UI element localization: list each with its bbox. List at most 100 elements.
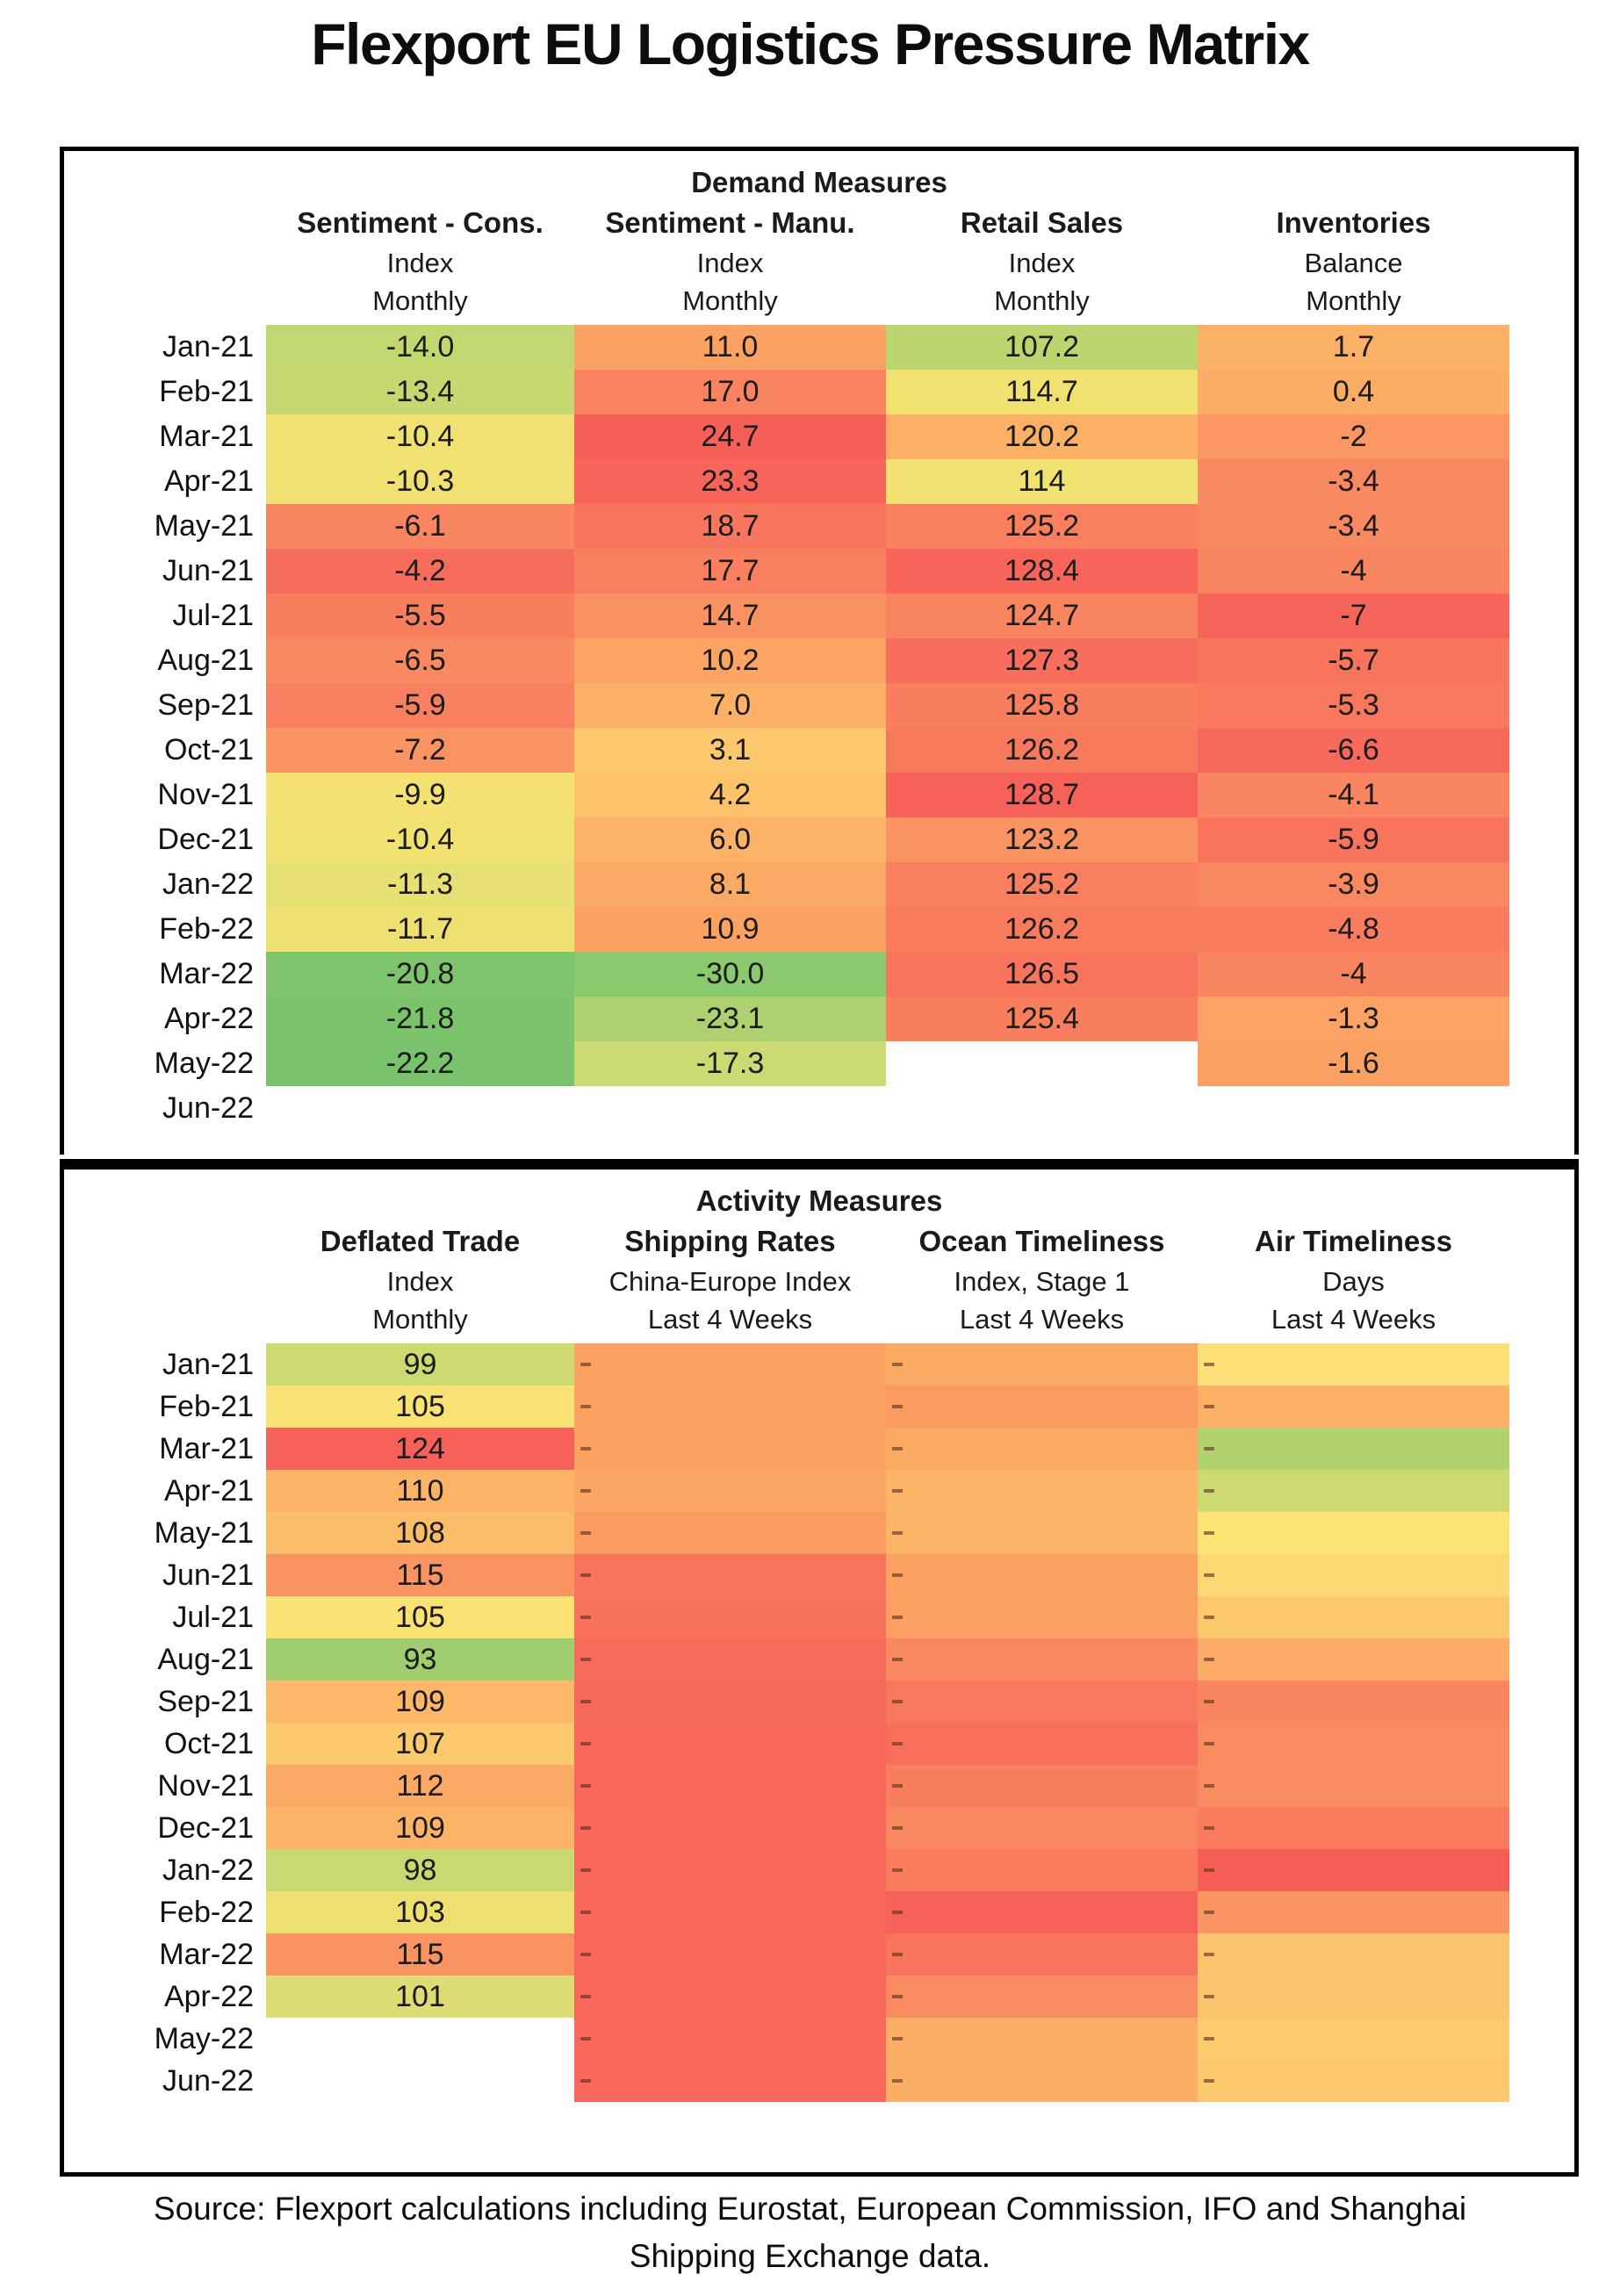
heatmap-cell	[1198, 1343, 1509, 1386]
subheader-unit: Index	[696, 248, 764, 278]
heatmap-cell: 107	[266, 1723, 574, 1765]
heatmap-cell	[1198, 1512, 1509, 1554]
micro-label-mark	[1204, 1742, 1214, 1745]
subheader-unit: Days	[1322, 1266, 1385, 1297]
heatmap-cell: 10.9	[574, 907, 886, 952]
heatmap-cell: -4	[1198, 549, 1509, 594]
heatmap-cell	[886, 1343, 1198, 1386]
heatmap-cell: -17.3	[574, 1041, 886, 1086]
heatmap-cell: 126.5	[886, 952, 1198, 997]
heatmap-cell	[1198, 1807, 1509, 1849]
heatmap-cell: -13.4	[266, 370, 574, 414]
micro-label-mark	[892, 1447, 903, 1450]
source-line-2: Shipping Exchange data.	[629, 2238, 991, 2274]
table-row: Jan-21 99	[64, 1343, 1574, 1386]
heatmap-cell	[886, 1849, 1198, 1891]
table-row: Jun-22	[64, 1086, 1574, 1131]
heatmap-cell: -5.3	[1198, 683, 1509, 728]
micro-label-mark	[1204, 2037, 1214, 2040]
heatmap-cell: 103	[266, 1891, 574, 1933]
table-row: Mar-21 124	[64, 1428, 1574, 1470]
heatmap-cell: 110	[266, 1470, 574, 1512]
table-row: Jun-22	[64, 2060, 1574, 2102]
micro-label-mark	[580, 1489, 591, 1493]
col-header-deflated-trade: Deflated Trade	[320, 1225, 521, 1257]
heatmap-cell	[886, 1086, 1198, 1131]
heatmap-cell: 115	[266, 1933, 574, 1976]
table-row: May-21 108	[64, 1512, 1574, 1554]
heatmap-cell	[574, 1638, 886, 1681]
heatmap-cell: 126.2	[886, 907, 1198, 952]
row-label-month: Jan-21	[162, 1347, 254, 1381]
subheader-unit: Index	[386, 1266, 454, 1297]
heatmap-cell	[1198, 1554, 1509, 1596]
row-label-month: Feb-21	[159, 1389, 254, 1423]
heatmap-cell: -4.8	[1198, 907, 1509, 952]
table-row: Apr-21 110	[64, 1470, 1574, 1512]
subheader-unit: China-Europe Index	[608, 1266, 852, 1297]
heatmap-cell: 128.4	[886, 549, 1198, 594]
micro-label-mark	[580, 1573, 591, 1577]
table-row: May-21 -6.1 18.7 125.2 -3.4	[64, 504, 1574, 549]
heatmap-cell	[1198, 2060, 1509, 2102]
heatmap-cell: 101	[266, 1976, 574, 2018]
subheader-frequency: Last 4 Weeks	[1271, 1304, 1436, 1335]
subheader-unit: Index	[386, 248, 454, 278]
heatmap-cell: 124	[266, 1428, 574, 1470]
row-label-month: Apr-22	[163, 1002, 254, 1035]
micro-label-mark	[1204, 1363, 1214, 1366]
micro-label-mark	[892, 1363, 903, 1366]
row-label-month: Jun-21	[162, 554, 254, 587]
activity-subheader-frequency: Monthly Last 4 Weeks Last 4 Weeks Last 4…	[64, 1301, 1574, 1343]
demand-subheader-frequency: Monthly Monthly Monthly Monthly	[64, 283, 1574, 325]
heatmap-cell	[574, 1596, 886, 1638]
micro-label-mark	[1204, 1573, 1214, 1577]
heatmap-cell: -14.0	[266, 325, 574, 370]
subheader-frequency: Monthly	[994, 285, 1090, 316]
heatmap-cell: 128.7	[886, 773, 1198, 817]
row-label-month: May-21	[154, 509, 254, 543]
table-row: Sep-21 -5.9 7.0 125.8 -5.3	[64, 683, 1574, 728]
heatmap-cell	[574, 1386, 886, 1428]
table-row: Jan-21 -14.0 11.0 107.2 1.7	[64, 325, 1574, 370]
col-header-retail-sales: Retail Sales	[960, 206, 1124, 239]
heatmap-cell	[1198, 1765, 1509, 1807]
heatmap-cell: -3.4	[1198, 504, 1509, 549]
table-row: Mar-22 115	[64, 1933, 1574, 1976]
heatmap-cell: -6.1	[266, 504, 574, 549]
source-note: Source: Flexport calculations including …	[0, 2185, 1620, 2280]
heatmap-cell: -5.7	[1198, 638, 1509, 683]
heatmap-cell	[574, 1723, 886, 1765]
table-row: Sep-21 109	[64, 1681, 1574, 1723]
row-label-month: Nov-21	[157, 1768, 254, 1803]
row-label-month: Apr-21	[163, 464, 254, 498]
micro-label-mark	[1204, 1868, 1214, 1872]
table-row: May-22 -22.2 -17.3 -1.6	[64, 1041, 1574, 1086]
subheader-frequency: Last 4 Weeks	[959, 1304, 1125, 1335]
heatmap-cell: 109	[266, 1681, 574, 1723]
micro-label-mark	[892, 1911, 903, 1914]
table-row: Feb-21 105	[64, 1386, 1574, 1428]
row-label-month: Jun-21	[162, 1558, 254, 1592]
heatmap-cell	[1198, 1723, 1509, 1765]
micro-label-mark	[892, 2037, 903, 2040]
heatmap-cell: 124.7	[886, 594, 1198, 638]
heatmap-cell	[886, 2018, 1198, 2060]
micro-label-mark	[580, 1995, 591, 1998]
micro-label-mark	[1204, 1616, 1214, 1619]
heatmap-cell: 6.0	[574, 817, 886, 862]
heatmap-cell	[886, 1512, 1198, 1554]
micro-label-mark	[580, 1447, 591, 1450]
heatmap-cell: 23.3	[574, 459, 886, 504]
source-line-1: Source: Flexport calculations including …	[153, 2191, 1467, 2227]
heatmap-cell	[574, 1933, 886, 1976]
demand-section-title: Demand Measures	[691, 166, 947, 198]
heatmap-cell: 127.3	[886, 638, 1198, 683]
heatmap-cell: -6.6	[1198, 728, 1509, 773]
table-row: Mar-22 -20.8 -30.0 126.5 -4	[64, 952, 1574, 997]
heatmap-cell	[574, 1891, 886, 1933]
table-row: Mar-21 -10.4 24.7 120.2 -2	[64, 414, 1574, 459]
heatmap-cell: -5.9	[1198, 817, 1509, 862]
micro-label-mark	[892, 1616, 903, 1619]
heatmap-cell: -1.3	[1198, 997, 1509, 1041]
